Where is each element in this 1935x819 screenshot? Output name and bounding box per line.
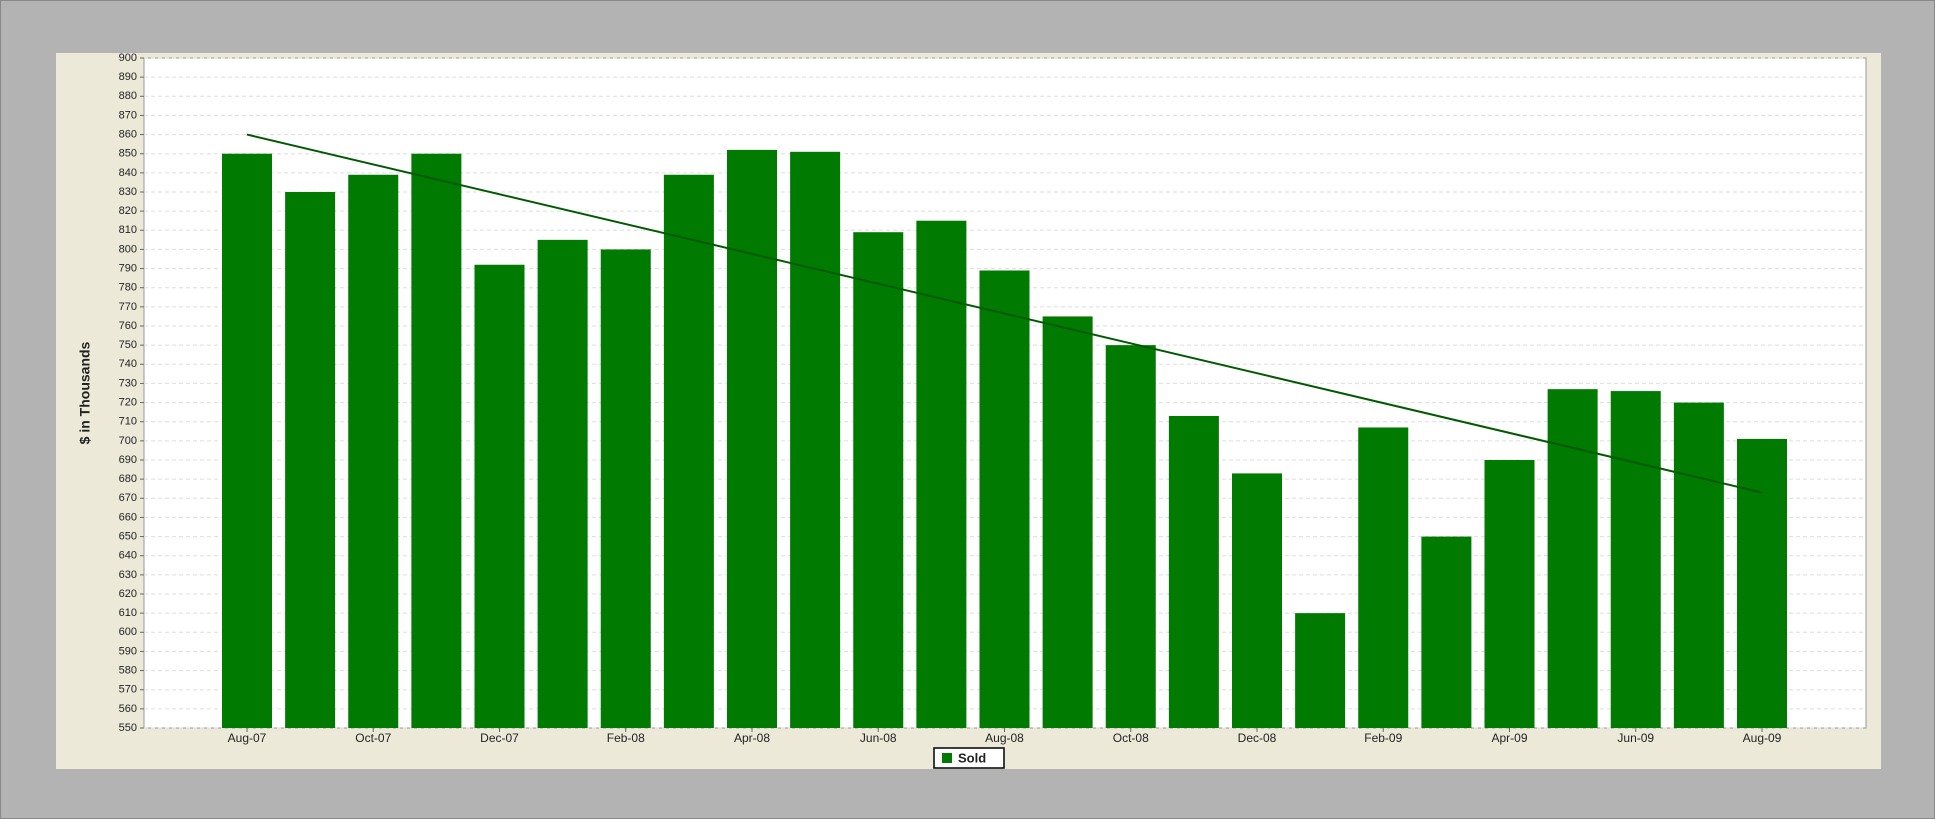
bar	[1105, 345, 1156, 728]
y-tick-label: 860	[119, 128, 137, 140]
y-tick-label: 590	[119, 645, 137, 657]
y-tick-label: 870	[119, 109, 137, 121]
y-tick-label: 780	[119, 282, 137, 294]
y-tick-label: 820	[119, 205, 137, 217]
x-tick-label: Jun-08	[860, 731, 897, 745]
bar	[1042, 316, 1093, 728]
y-tick-label: 810	[119, 224, 137, 236]
legend-label: Sold	[958, 750, 986, 765]
y-tick-label: 760	[119, 320, 137, 332]
y-tick-label: 770	[119, 301, 137, 313]
bar	[1610, 391, 1661, 728]
y-tick-label: 580	[119, 664, 137, 676]
x-tick-label: Feb-08	[607, 731, 645, 745]
x-tick-label: Aug-09	[1743, 731, 1782, 745]
y-tick-label: 550	[119, 722, 137, 734]
y-tick-label: 620	[119, 588, 137, 600]
bar	[1358, 427, 1409, 728]
bar	[1232, 473, 1282, 728]
y-tick-label: 800	[119, 243, 137, 255]
y-tick-label: 700	[119, 435, 137, 447]
y-tick-label: 880	[119, 90, 137, 102]
y-tick-label: 660	[119, 511, 137, 523]
y-tick-label: 680	[119, 473, 137, 485]
y-axis-label: $ in Thousands	[77, 341, 93, 444]
bar	[790, 151, 841, 729]
x-tick-label: Apr-09	[1491, 731, 1527, 745]
x-tick-label: Dec-08	[1238, 731, 1277, 745]
y-tick-label: 790	[119, 262, 137, 274]
y-tick-label: 850	[119, 148, 137, 160]
y-tick-label: 670	[119, 492, 137, 504]
y-tick-label: 630	[119, 569, 137, 581]
bar	[348, 174, 399, 728]
bar	[1737, 438, 1787, 728]
y-tick-label: 650	[119, 530, 137, 542]
bar	[1295, 613, 1346, 728]
y-tick-label: 840	[119, 167, 137, 179]
bar	[727, 149, 777, 728]
x-tick-label: Oct-07	[355, 731, 391, 745]
y-tick-label: 560	[119, 703, 137, 715]
legend-swatch	[942, 753, 952, 763]
y-tick-label: 600	[119, 626, 137, 638]
bar	[474, 264, 525, 728]
bar	[411, 153, 462, 728]
x-tick-label: Apr-08	[734, 731, 770, 745]
bar	[1421, 536, 1472, 728]
x-tick-label: Jun-09	[1617, 731, 1654, 745]
bar	[1673, 402, 1724, 728]
y-tick-label: 740	[119, 358, 137, 370]
bar	[1547, 389, 1598, 728]
y-tick-label: 830	[119, 186, 137, 198]
bar	[222, 153, 272, 728]
y-tick-label: 730	[119, 377, 137, 389]
bar	[979, 270, 1030, 728]
x-tick-label: Oct-08	[1113, 731, 1149, 745]
y-tick-label: 710	[119, 416, 137, 428]
x-tick-label: Aug-07	[228, 731, 267, 745]
bar	[663, 174, 714, 728]
bar	[853, 232, 904, 728]
y-tick-label: 900	[119, 52, 137, 64]
x-tick-label: Dec-07	[480, 731, 519, 745]
y-tick-label: 690	[119, 454, 137, 466]
y-tick-label: 610	[119, 607, 137, 619]
bar	[916, 220, 967, 728]
bar	[537, 239, 588, 728]
y-tick-label: 640	[119, 550, 137, 562]
bar	[600, 249, 651, 728]
x-tick-label: Feb-09	[1364, 731, 1402, 745]
y-tick-label: 570	[119, 684, 137, 696]
trend-line	[246, 133, 1763, 494]
y-tick-label: 890	[119, 71, 137, 83]
bar	[1168, 415, 1219, 728]
bar	[285, 192, 336, 728]
bar	[1484, 460, 1535, 728]
y-tick-label: 720	[119, 396, 137, 408]
x-tick-label: Aug-08	[985, 731, 1024, 745]
y-tick-label: 750	[119, 339, 137, 351]
